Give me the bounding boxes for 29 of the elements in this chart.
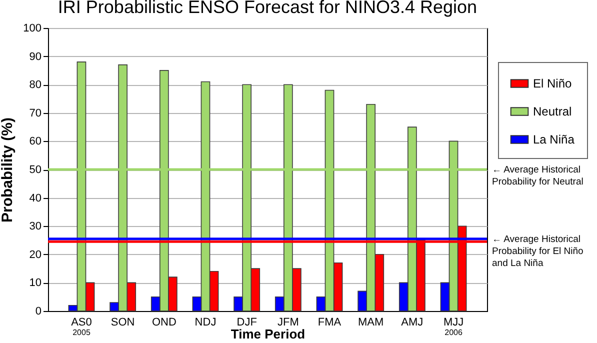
- y-tick-label: 50: [29, 164, 42, 176]
- y-tick-label: 40: [29, 192, 42, 204]
- x-tick-label: FMA: [318, 316, 342, 328]
- chart-title: IRI Probabilistic ENSO Forecast for NINO3.4 Region: [58, 0, 478, 17]
- ref-line-label: ← Average Historical Probability for El Niño and La Niña: [492, 234, 584, 269]
- y-tick-label: 10: [29, 277, 42, 290]
- x-tick-label: DJF: [236, 316, 258, 328]
- y-axis-title: Probability (%): [0, 117, 16, 223]
- x-tick-label: NDJ: [194, 316, 216, 328]
- x-axis-title: Time Period: [230, 326, 306, 342]
- x-tick-label: SON: [110, 316, 135, 328]
- x-tick-label: OND: [152, 316, 176, 328]
- x-tick-label: MAM: [358, 316, 384, 328]
- y-tick-label: 30: [29, 220, 42, 233]
- category-label: AS0 2005: [71, 316, 92, 337]
- y-tick-label: 100: [23, 22, 42, 34]
- y-tick-label: 70: [29, 107, 42, 120]
- y-tick-label: 20: [29, 248, 42, 261]
- x-tick-label: AMJ: [401, 316, 424, 328]
- x-tick-label: JFM: [277, 316, 299, 328]
- category-label: MJJ 2006: [443, 316, 464, 337]
- legend-label: La Niña: [533, 132, 575, 146]
- y-tick-label: 0: [35, 306, 42, 318]
- legend-label: El Niño: [533, 76, 572, 90]
- ref-line-label: ← Average Historical Probability for Neutral: [492, 164, 584, 188]
- y-tick-label: 80: [29, 79, 42, 92]
- legend-label: Neutral: [533, 104, 572, 118]
- y-tick-label: 60: [29, 136, 42, 148]
- y-tick-label: 90: [29, 50, 42, 63]
